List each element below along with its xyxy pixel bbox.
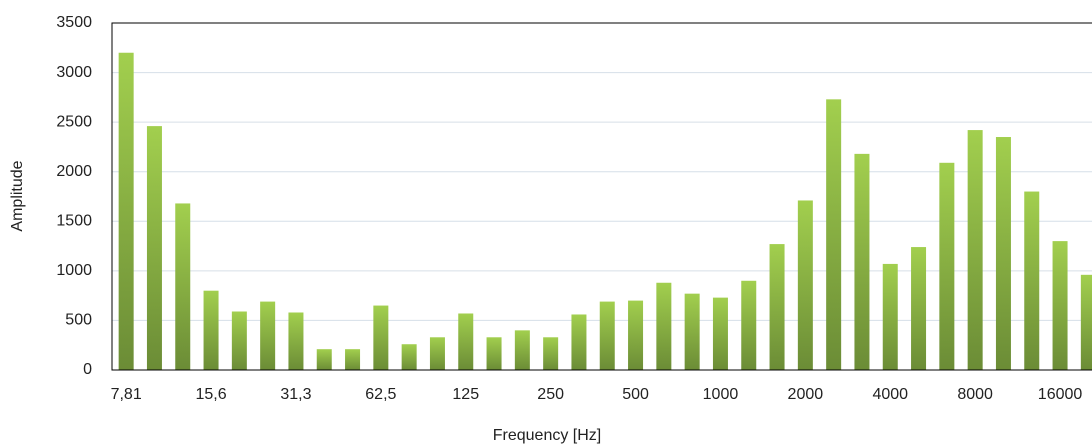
bar — [175, 203, 191, 370]
bar — [995, 137, 1011, 370]
x-tick-label: 125 — [452, 386, 479, 403]
bar — [656, 282, 672, 370]
bar — [288, 312, 304, 370]
bar — [599, 301, 615, 370]
y-tick-label: 1000 — [56, 262, 92, 279]
x-tick-label: 7,81 — [111, 386, 142, 403]
x-axis-title: Frequency [Hz] — [493, 427, 601, 444]
bar — [967, 130, 983, 370]
plot-border — [111, 22, 1092, 371]
bar — [260, 301, 276, 370]
bar — [231, 311, 247, 370]
bar — [571, 314, 587, 370]
bar — [1052, 241, 1068, 370]
x-tick-label: 500 — [622, 386, 649, 403]
bar — [373, 305, 389, 370]
bar — [458, 313, 474, 370]
y-tick-label: 0 — [83, 361, 92, 378]
y-tick-label: 2500 — [56, 113, 92, 130]
bar — [316, 349, 332, 370]
bar — [797, 200, 813, 370]
x-tick-label: 2000 — [788, 386, 824, 403]
bar — [203, 290, 219, 370]
x-tick-label: 4000 — [872, 386, 908, 403]
bar — [401, 344, 417, 370]
bar — [684, 293, 700, 370]
y-axis-title: Amplitude — [9, 160, 26, 231]
bar — [345, 349, 361, 370]
bar — [486, 337, 502, 370]
bar — [514, 330, 530, 370]
bar — [1080, 274, 1092, 370]
x-tick-label: 31,3 — [280, 386, 311, 403]
y-tick-label: 3500 — [56, 14, 92, 31]
bar — [1024, 191, 1040, 370]
bar — [854, 153, 870, 370]
bar — [741, 280, 757, 370]
bar — [769, 244, 785, 370]
x-tick-label: 16000 — [1038, 386, 1083, 403]
bar — [429, 337, 445, 370]
y-tick-label: 1500 — [56, 213, 92, 230]
bar — [911, 247, 927, 370]
x-tick-label: 8000 — [957, 386, 993, 403]
x-tick-label: 1000 — [703, 386, 739, 403]
y-tick-label: 3000 — [56, 64, 92, 81]
bar — [826, 99, 842, 370]
x-tick-label: 62,5 — [365, 386, 396, 403]
bar — [543, 337, 559, 370]
y-tick-label: 500 — [65, 312, 92, 329]
bar — [628, 300, 644, 370]
bar — [712, 297, 728, 370]
bar — [118, 52, 134, 370]
bar — [939, 162, 955, 370]
bar — [882, 263, 898, 370]
x-tick-label: 250 — [537, 386, 564, 403]
bar — [146, 126, 162, 370]
x-tick-label: 15,6 — [195, 386, 226, 403]
y-tick-label: 2000 — [56, 163, 92, 180]
